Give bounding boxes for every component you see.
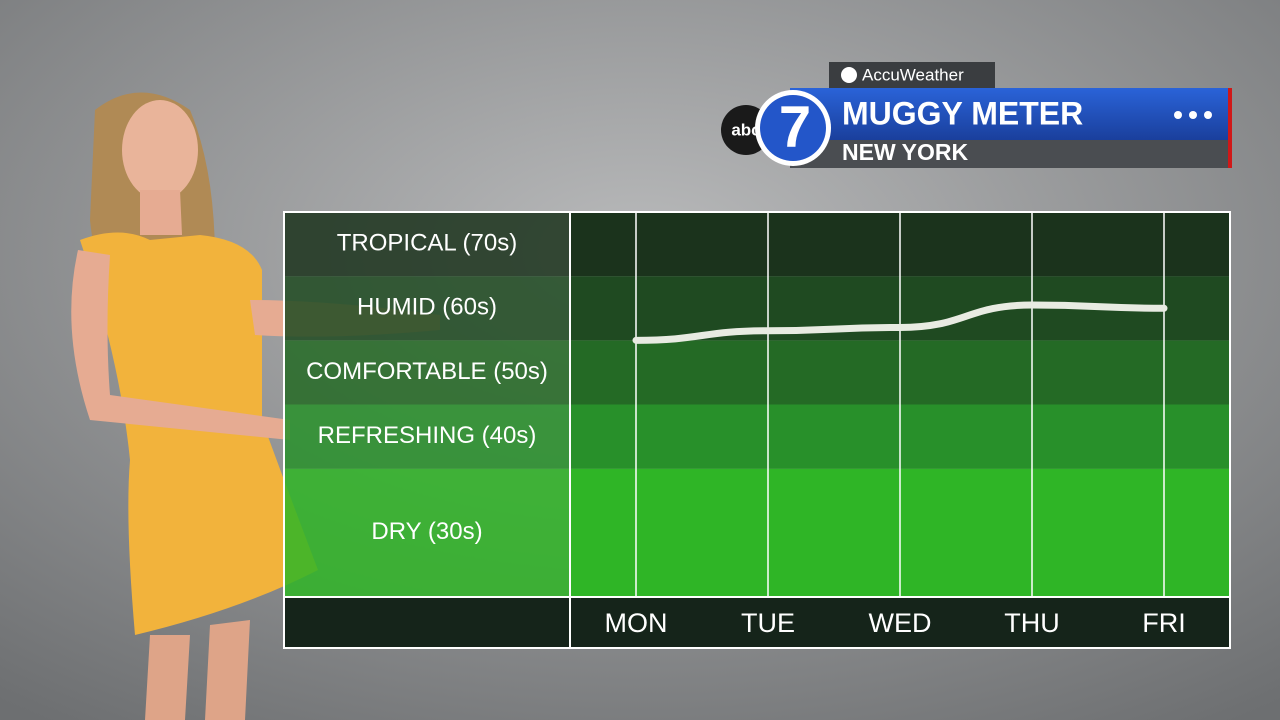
x-tick-label: THU bbox=[1004, 608, 1060, 638]
logo-text: abc bbox=[731, 120, 760, 139]
x-tick-label: TUE bbox=[741, 608, 795, 638]
brand-icon bbox=[841, 67, 857, 83]
logo-seven bbox=[760, 95, 826, 161]
band-label: DRY (30s) bbox=[371, 518, 482, 545]
subtitle-bar bbox=[790, 140, 1230, 168]
logo-number: 7 bbox=[779, 94, 811, 159]
title-bar bbox=[790, 88, 1230, 140]
chart-border bbox=[283, 211, 1231, 649]
x-tick-label: FRI bbox=[1142, 608, 1186, 638]
header: AccuWeather abc 7 MUGGY METER NEW YORK bbox=[721, 62, 1232, 168]
accent bbox=[1228, 88, 1232, 168]
band-label: HUMID (60s) bbox=[357, 294, 497, 321]
muggy-line bbox=[632, 301, 1168, 344]
footer-strip bbox=[284, 597, 1230, 648]
band-label-cell bbox=[284, 212, 570, 277]
title: MUGGY METER bbox=[842, 95, 1083, 131]
band-label: TROPICAL (70s) bbox=[337, 229, 517, 256]
subtitle: NEW YORK bbox=[842, 139, 968, 165]
band-label-cell bbox=[284, 276, 570, 341]
band-label: COMFORTABLE (50s) bbox=[306, 358, 548, 385]
muggy-chart: DRY (30s) REFRESHING (40s) COMFORTABLE (50… bbox=[283, 211, 1231, 649]
band-label: REFRESHING (40s) bbox=[318, 422, 537, 449]
menu-dots bbox=[1174, 111, 1212, 119]
band-label-cell bbox=[284, 340, 570, 405]
band-label-cell bbox=[284, 404, 570, 469]
band-label-cell bbox=[284, 468, 570, 597]
brand: AccuWeather bbox=[862, 65, 964, 84]
x-tick-label: WED bbox=[869, 608, 932, 638]
x-tick-label: MON bbox=[605, 608, 668, 638]
